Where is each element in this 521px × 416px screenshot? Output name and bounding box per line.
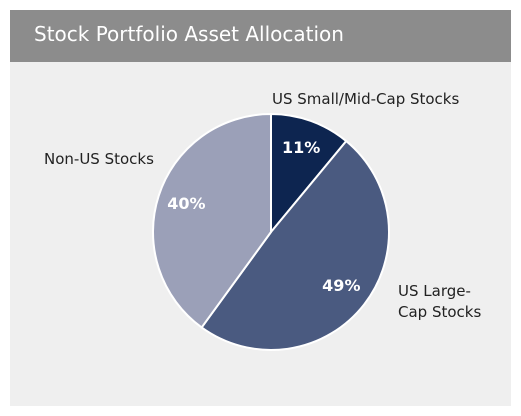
category-label: US Large-Cap Stocks (398, 282, 482, 321)
header-bar (10, 10, 511, 62)
pie-slice (200, 139, 390, 351)
value-label: 11% (282, 138, 320, 157)
value-label: 40% (167, 194, 205, 213)
category-label: US Small/Mid-Cap Stocks (272, 90, 460, 108)
pie-slice (152, 112, 272, 329)
pie-slice (270, 112, 348, 235)
category-label: Non-US Stocks (44, 150, 154, 168)
chart-title: Stock Portfolio Asset Allocation (34, 22, 344, 46)
value-label: 49% (322, 276, 360, 295)
